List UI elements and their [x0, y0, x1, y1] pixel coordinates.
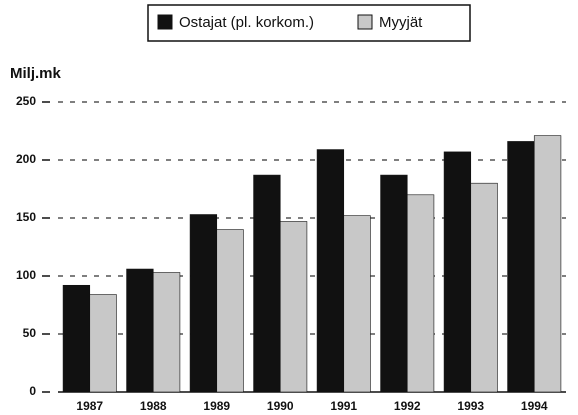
bar [279, 221, 308, 393]
legend-text: Myyjät [379, 14, 423, 31]
legend-swatch [157, 14, 173, 30]
bar [89, 294, 117, 393]
legend-box [147, 4, 471, 42]
x-tick-label: 1989 [203, 399, 230, 413]
y-tick-label: 200 [16, 152, 36, 166]
bar [406, 194, 435, 393]
bar [470, 182, 498, 393]
bar [253, 174, 281, 393]
x-tick-label: 1994 [521, 399, 548, 413]
bar [533, 135, 562, 393]
bar [316, 149, 345, 393]
x-tick-label: 1993 [457, 399, 484, 413]
bar [380, 174, 408, 393]
bar [507, 141, 535, 393]
y-tick-label: 0 [29, 384, 36, 398]
bar [152, 272, 181, 393]
y-tick-label: 50 [23, 326, 37, 340]
bar [343, 215, 371, 393]
bar [189, 214, 218, 393]
y-tick-label: 100 [16, 268, 36, 282]
legend-swatch [357, 14, 373, 30]
bar [62, 284, 91, 393]
x-tick-label: 1990 [267, 399, 294, 413]
x-tick-label: 1988 [140, 399, 167, 413]
x-tick-label: 1991 [330, 399, 357, 413]
legend-text: Ostajat (pl. korkom.) [179, 14, 314, 31]
bar [216, 229, 244, 393]
x-tick-label: 1992 [394, 399, 421, 413]
x-tick-label: 1987 [76, 399, 103, 413]
bar [126, 268, 154, 393]
y-tick-label: 250 [16, 94, 36, 108]
y-axis-label: Milj.mk [10, 65, 62, 82]
y-tick-label: 150 [16, 210, 36, 224]
bar [443, 151, 472, 393]
